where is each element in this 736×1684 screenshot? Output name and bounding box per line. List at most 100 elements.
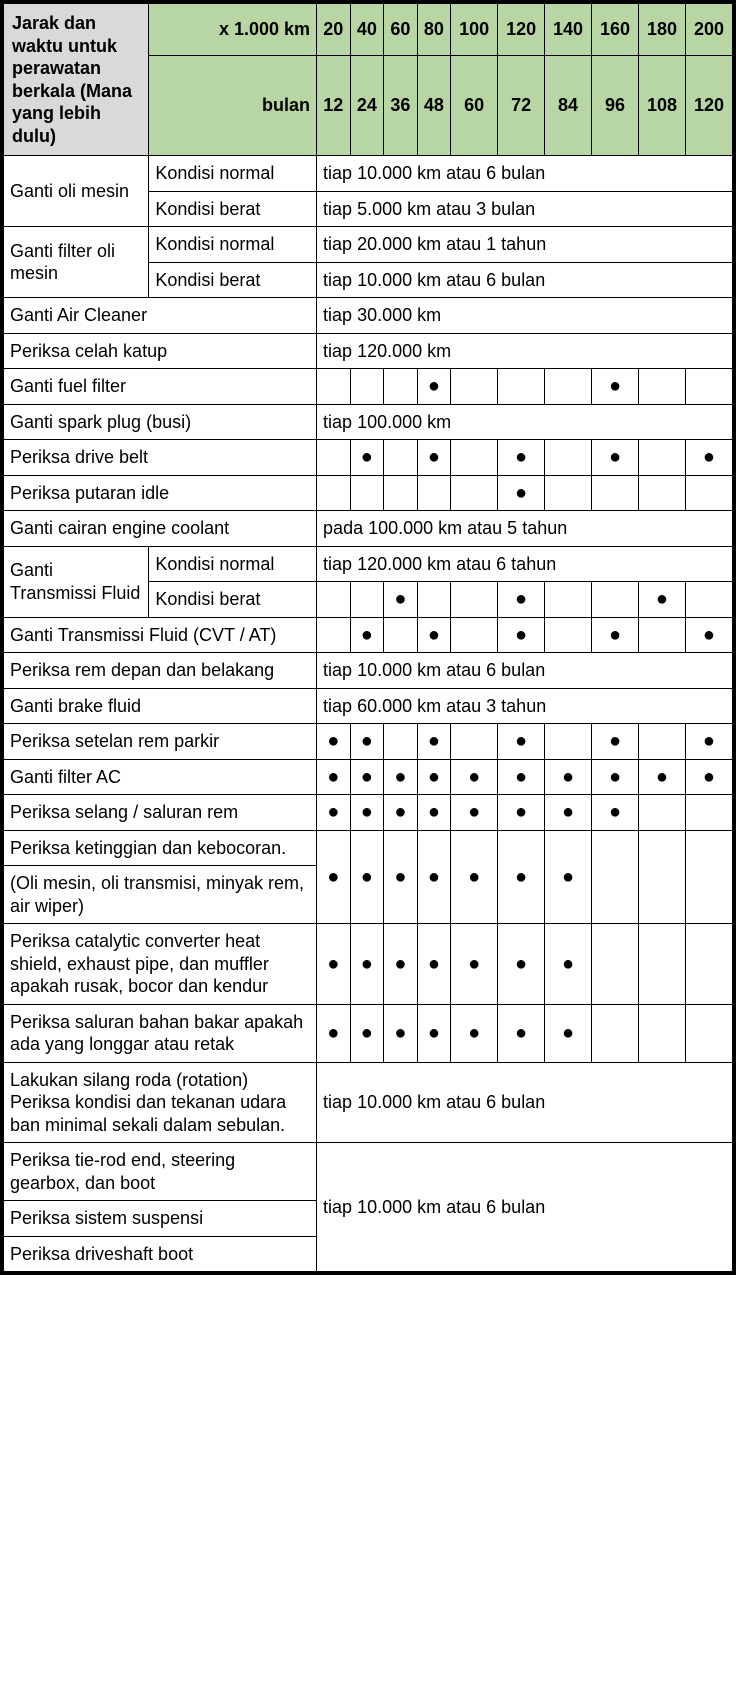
dot-cell: ● bbox=[638, 582, 685, 618]
row-text: tiap 5.000 km atau 3 bulan bbox=[317, 191, 733, 227]
dot-cell: ● bbox=[384, 795, 418, 831]
maintenance-schedule-table: Jarak dan waktu untuk perawatan berkala … bbox=[0, 0, 736, 1275]
dot-cell: ● bbox=[592, 724, 639, 760]
dot-cell bbox=[638, 1004, 685, 1062]
dot-cell: ● bbox=[498, 617, 545, 653]
header-km-3: 80 bbox=[417, 4, 451, 56]
row-label: Ganti oli mesin bbox=[4, 156, 149, 227]
row-sublabel: Kondisi berat bbox=[149, 191, 317, 227]
row-text: pada 100.000 km atau 5 tahun bbox=[317, 511, 733, 547]
header-month-6: 84 bbox=[545, 56, 592, 156]
dot-cell bbox=[592, 830, 639, 924]
header-km-label: x 1.000 km bbox=[149, 4, 317, 56]
dot-cell bbox=[384, 440, 418, 476]
dot-cell bbox=[350, 475, 384, 511]
dot-cell bbox=[545, 440, 592, 476]
row-label: Ganti Transmissi Fluid (CVT / AT) bbox=[4, 617, 317, 653]
dot-cell bbox=[545, 724, 592, 760]
dot-cell: ● bbox=[350, 759, 384, 795]
dot-cell bbox=[384, 369, 418, 405]
dot-cell: ● bbox=[417, 759, 451, 795]
dot-cell bbox=[317, 617, 351, 653]
dot-cell: ● bbox=[384, 759, 418, 795]
dot-cell bbox=[451, 724, 498, 760]
header-month-9: 120 bbox=[685, 56, 732, 156]
dot-cell bbox=[685, 1004, 732, 1062]
dot-cell: ● bbox=[545, 924, 592, 1005]
row-label: Periksa tie-rod end, steering gearbox, d… bbox=[4, 1143, 317, 1201]
dot-cell: ● bbox=[384, 830, 418, 924]
dot-cell bbox=[592, 582, 639, 618]
dot-cell bbox=[545, 617, 592, 653]
header-km-5: 120 bbox=[498, 4, 545, 56]
dot-cell bbox=[384, 617, 418, 653]
dot-cell: ● bbox=[592, 759, 639, 795]
dot-cell bbox=[638, 369, 685, 405]
row-text: tiap 30.000 km bbox=[317, 298, 733, 334]
row-label: Periksa catalytic converter heat shield,… bbox=[4, 924, 317, 1005]
row-sublabel: Kondisi berat bbox=[149, 262, 317, 298]
row-label: Periksa ketinggian dan kebocoran. bbox=[4, 830, 317, 866]
row-label: Ganti spark plug (busi) bbox=[4, 404, 317, 440]
row-label: Periksa driveshaft boot bbox=[4, 1236, 317, 1272]
row-text: tiap 20.000 km atau 1 tahun bbox=[317, 227, 733, 263]
dot-cell: ● bbox=[417, 795, 451, 831]
dot-cell: ● bbox=[592, 440, 639, 476]
dot-cell: ● bbox=[685, 759, 732, 795]
header-month-0: 12 bbox=[317, 56, 351, 156]
dot-cell bbox=[451, 369, 498, 405]
dot-cell bbox=[545, 369, 592, 405]
header-km-1: 40 bbox=[350, 4, 384, 56]
dot-cell bbox=[685, 795, 732, 831]
dot-cell bbox=[638, 475, 685, 511]
header-month-5: 72 bbox=[498, 56, 545, 156]
dot-cell: ● bbox=[417, 724, 451, 760]
row-label: Ganti Transmissi Fluid bbox=[4, 546, 149, 617]
dot-cell: ● bbox=[384, 1004, 418, 1062]
dot-cell: ● bbox=[685, 617, 732, 653]
dot-cell bbox=[545, 475, 592, 511]
row-label: Ganti Air Cleaner bbox=[4, 298, 317, 334]
dot-cell bbox=[451, 475, 498, 511]
dot-cell: ● bbox=[592, 795, 639, 831]
dot-cell: ● bbox=[685, 440, 732, 476]
dot-cell bbox=[685, 924, 732, 1005]
row-label: Periksa selang / saluran rem bbox=[4, 795, 317, 831]
dot-cell: ● bbox=[451, 795, 498, 831]
dot-cell bbox=[317, 440, 351, 476]
dot-cell: ● bbox=[498, 582, 545, 618]
row-label: Ganti filter AC bbox=[4, 759, 317, 795]
header-month-2: 36 bbox=[384, 56, 418, 156]
header-km-0: 20 bbox=[317, 4, 351, 56]
dot-cell bbox=[451, 617, 498, 653]
row-text: tiap 100.000 km bbox=[317, 404, 733, 440]
dot-cell: ● bbox=[685, 724, 732, 760]
dot-cell: ● bbox=[498, 830, 545, 924]
dot-cell bbox=[638, 440, 685, 476]
row-text: tiap 120.000 km bbox=[317, 333, 733, 369]
dot-cell bbox=[417, 582, 451, 618]
header-km-7: 160 bbox=[592, 4, 639, 56]
dot-cell: ● bbox=[417, 1004, 451, 1062]
dot-cell: ● bbox=[498, 475, 545, 511]
dot-cell: ● bbox=[545, 795, 592, 831]
row-label: Ganti filter oli mesin bbox=[4, 227, 149, 298]
dot-cell: ● bbox=[498, 724, 545, 760]
dot-cell bbox=[350, 369, 384, 405]
dot-cell: ● bbox=[350, 440, 384, 476]
row-sublabel: Kondisi normal bbox=[149, 227, 317, 263]
dot-cell bbox=[350, 582, 384, 618]
dot-cell bbox=[451, 440, 498, 476]
schedule-table: Jarak dan waktu untuk perawatan berkala … bbox=[3, 3, 733, 1272]
dot-cell: ● bbox=[545, 830, 592, 924]
dot-cell: ● bbox=[350, 924, 384, 1005]
row-label: Lakukan silang roda (rotation) Periksa k… bbox=[4, 1062, 317, 1143]
dot-cell bbox=[317, 369, 351, 405]
dot-cell: ● bbox=[451, 759, 498, 795]
dot-cell bbox=[685, 369, 732, 405]
header-month-3: 48 bbox=[417, 56, 451, 156]
dot-cell bbox=[592, 475, 639, 511]
dot-cell bbox=[317, 475, 351, 511]
row-text: tiap 10.000 km atau 6 bulan bbox=[317, 156, 733, 192]
dot-cell: ● bbox=[592, 369, 639, 405]
